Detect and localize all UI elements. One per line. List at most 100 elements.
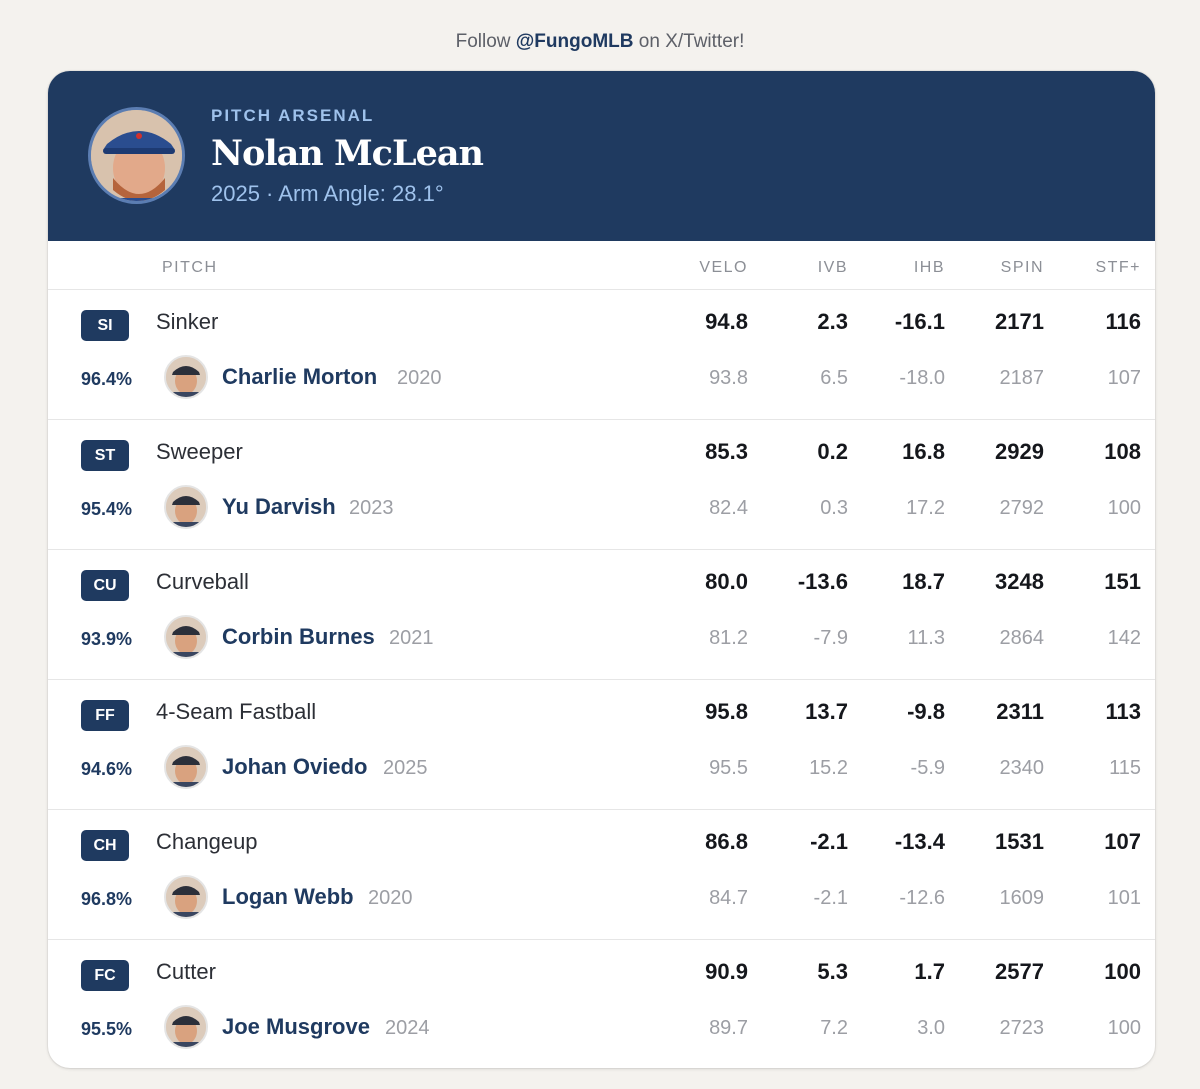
pitch-stf: 108 (1104, 439, 1141, 464)
pitch-row: SI Sinker 94.8 2.3 -16.1 2171 116 96.4% Charlie… (48, 290, 1155, 420)
col-header-ihb: IHB (913, 259, 945, 276)
pitch-stf: 100 (1104, 959, 1141, 984)
pitch-row: ST Sweeper 85.3 0.2 16.8 2929 108 95.4% Yu Darv… (48, 420, 1155, 550)
comp-headshot-icon (166, 747, 206, 787)
pitch-code-badge: CU (81, 570, 129, 601)
pitch-code-badge: FF (81, 700, 129, 731)
comp-spin: 2340 (999, 757, 1045, 779)
comp-headshot-icon (166, 617, 206, 657)
match-percent: 96.4% (81, 369, 133, 389)
pitch-stf: 151 (1104, 569, 1141, 594)
comp-velo: 81.2 (709, 627, 748, 649)
comp-ivb: 6.5 (820, 367, 848, 389)
pitch-velo: 90.9 (705, 959, 748, 984)
match-percent: 95.4% (81, 499, 133, 519)
comp-ivb: -7.9 (813, 627, 848, 649)
comp-player-name[interactable]: Johan Oviedo (222, 754, 368, 779)
comp-stf: 100 (1107, 1017, 1141, 1039)
pitch-velo: 94.8 (705, 309, 748, 334)
pitch-stf: 107 (1104, 829, 1141, 854)
pitch-ivb: -2.1 (810, 829, 848, 854)
twitter-handle-link[interactable]: @FungoMLB (515, 31, 634, 52)
header-divider (48, 289, 1155, 290)
comp-velo: 82.4 (709, 497, 748, 519)
comp-player-name[interactable]: Joe Musgrove (222, 1014, 370, 1039)
comp-season: 2021 (389, 627, 434, 649)
pitch-spin: 2577 (995, 959, 1044, 984)
pitch-code-badge: CH (81, 830, 129, 861)
row-divider (48, 809, 1155, 810)
pitch-spin: 3248 (995, 569, 1044, 594)
row-divider (48, 679, 1155, 680)
comp-velo: 95.5 (709, 757, 748, 779)
comp-ivb: -2.1 (813, 887, 848, 909)
pitch-spin: 1531 (995, 829, 1044, 854)
comp-velo: 84.7 (709, 887, 748, 909)
pitch-ivb: 2.3 (817, 309, 848, 334)
comp-spin: 2864 (999, 627, 1045, 649)
comp-ihb: 17.2 (906, 497, 945, 519)
comp-ivb: 15.2 (809, 757, 848, 779)
pitch-spin: 2171 (995, 309, 1044, 334)
pitch-velo: 80.0 (705, 569, 748, 594)
comp-player-avatar (164, 355, 208, 399)
pitch-velo: 86.8 (705, 829, 748, 854)
comp-season: 2025 (383, 757, 428, 779)
comp-season: 2020 (368, 887, 413, 909)
pitch-name: Cutter (156, 959, 216, 984)
player-headshot-icon (91, 110, 182, 201)
col-header-pitch: PITCH (162, 259, 218, 276)
comp-player-avatar (164, 485, 208, 529)
comp-season: 2020 (397, 367, 442, 389)
pitch-name: 4-Seam Fastball (156, 699, 317, 724)
comp-stf: 115 (1109, 757, 1141, 779)
pitch-spin: 2929 (995, 439, 1044, 464)
pitch-name: Changeup (156, 829, 258, 854)
match-percent: 95.5% (81, 1019, 133, 1039)
pitch-ihb: -9.8 (907, 699, 945, 724)
pitch-ihb: 18.7 (902, 569, 945, 594)
comp-ihb: -5.9 (910, 757, 945, 779)
pitch-row: CU Curveball 80.0 -13.6 18.7 3248 151 93.9% Cor… (48, 550, 1155, 680)
comp-player-name[interactable]: Yu Darvish (222, 494, 336, 519)
pitch-arsenal-card: PITCH ARSENAL Nolan McLean 2025 · Arm An… (48, 71, 1155, 1068)
comp-headshot-icon (166, 357, 206, 397)
card-header: PITCH ARSENAL Nolan McLean 2025 · Arm An… (48, 71, 1155, 241)
row-divider (48, 419, 1155, 420)
col-header-ivb: IVB (817, 259, 848, 276)
comp-ivb: 7.2 (820, 1017, 848, 1039)
pitch-velo: 85.3 (705, 439, 748, 464)
match-percent: 96.8% (81, 889, 133, 909)
pitch-code-badge: ST (81, 440, 129, 471)
comp-spin: 2187 (999, 367, 1045, 389)
follow-prefix: Follow (455, 31, 511, 52)
comp-ivb: 0.3 (820, 497, 848, 519)
col-header-spin: SPIN (1000, 259, 1044, 276)
comp-player-name[interactable]: Corbin Burnes (222, 624, 375, 649)
comp-season: 2024 (385, 1017, 430, 1039)
comp-ihb: -18.0 (899, 367, 945, 389)
comp-stf: 142 (1107, 627, 1141, 649)
pitch-ivb: 0.2 (817, 439, 848, 464)
pitch-name: Curveball (156, 569, 249, 594)
pitch-ivb: -13.6 (797, 569, 848, 594)
player-avatar (88, 107, 185, 204)
comp-ihb: -12.6 (899, 887, 945, 909)
comp-player-avatar (164, 875, 208, 919)
pitch-row: CH Changeup 86.8 -2.1 -13.4 1531 107 96.8% Loga… (48, 810, 1155, 940)
comp-season: 2023 (349, 497, 394, 519)
pitch-code-badge: SI (81, 310, 129, 341)
row-divider (48, 939, 1155, 940)
comp-headshot-icon (166, 877, 206, 917)
pitch-ihb: -13.4 (894, 829, 945, 854)
comp-ihb: 11.3 (907, 627, 945, 649)
pitch-row: FC Cutter 90.9 5.3 1.7 2577 100 95.5% Joe Musgr… (48, 940, 1155, 1068)
comp-player-name[interactable]: Charlie Morton (222, 364, 378, 389)
pitch-row: FF 4-Seam Fastball 95.8 13.7 -9.8 2311 113 94.6… (48, 680, 1155, 810)
comp-player-name[interactable]: Logan Webb (222, 884, 354, 909)
match-percent: 94.6% (81, 759, 133, 779)
pitch-ivb: 5.3 (817, 959, 848, 984)
comp-spin: 2792 (999, 497, 1045, 519)
pitch-velo: 95.8 (705, 699, 748, 724)
comp-stf: 101 (1107, 887, 1141, 909)
